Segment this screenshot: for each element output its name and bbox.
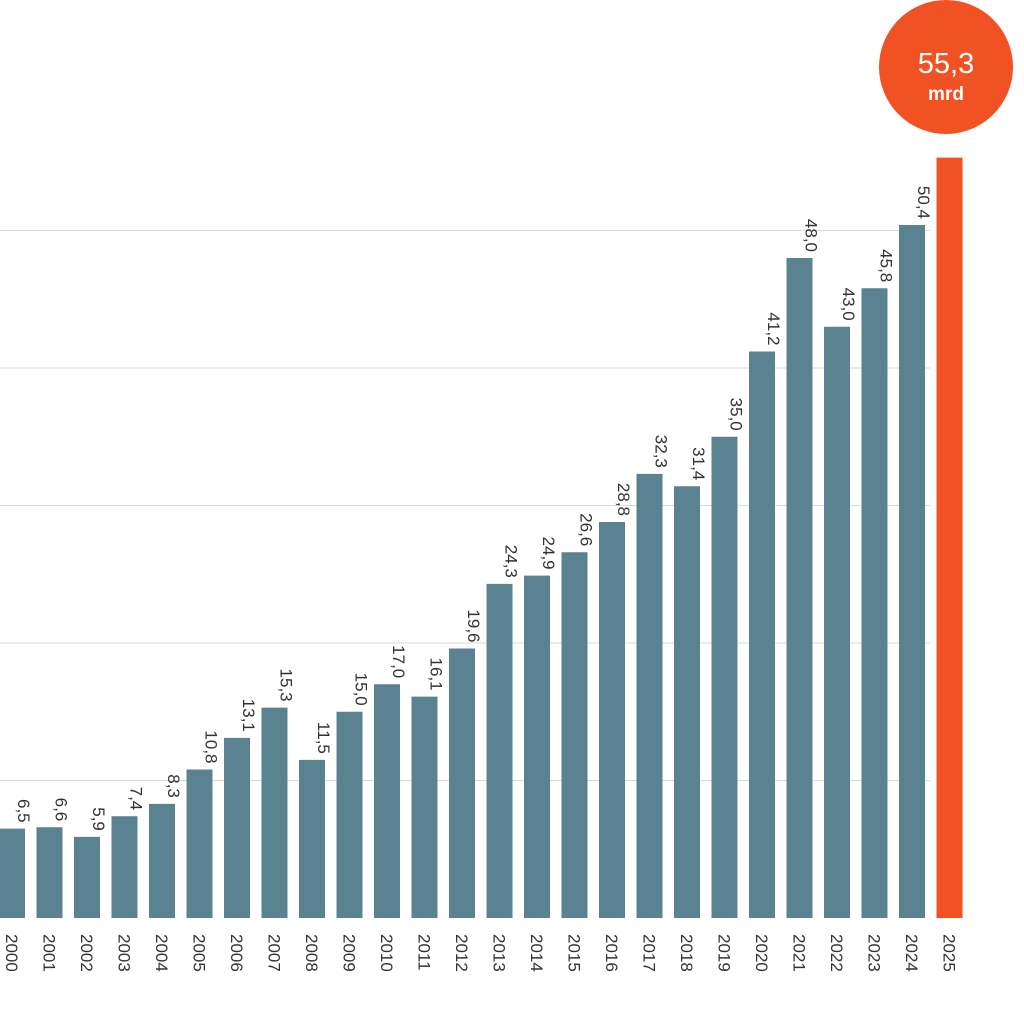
year-label-2020: 2020 <box>752 934 771 972</box>
highlight-badge: 55,3 mrd <box>879 0 1013 134</box>
year-label-2003: 2003 <box>115 934 134 972</box>
bar-2018 <box>674 486 700 918</box>
bar-2009 <box>336 711 363 918</box>
bar-2024 <box>899 225 925 918</box>
year-label-2014: 2014 <box>527 934 546 972</box>
data-label-2013: 24,3 <box>502 545 521 578</box>
year-label-2017: 2017 <box>640 934 659 972</box>
highlight-badge-unit: mrd <box>928 84 964 105</box>
year-label-2000: 2000 <box>2 934 21 972</box>
bar-2007 <box>261 707 288 918</box>
year-label-2015: 2015 <box>565 934 584 972</box>
bar-2023 <box>861 288 888 918</box>
bar-2016 <box>599 522 625 918</box>
data-label-2016: 28,8 <box>614 483 633 516</box>
year-label-2008: 2008 <box>302 934 321 972</box>
bar-2015 <box>561 552 588 918</box>
highlight-badge-value: 55,3 <box>918 48 974 80</box>
year-label-2025: 2025 <box>940 934 959 972</box>
year-label-2011: 2011 <box>415 934 434 971</box>
year-label-2019: 2019 <box>715 934 734 972</box>
bar-2000 <box>0 828 25 918</box>
data-label-2003: 7,4 <box>127 787 146 811</box>
data-labels: 6,5 6,6 5,9 7,4 8,3 10,8 13,1 15,3 11,5 15,0 17,0 1… <box>14 186 933 831</box>
data-label-2010: 17,0 <box>389 645 408 678</box>
bar-2013 <box>486 583 513 918</box>
bar-2005 <box>186 769 213 918</box>
data-label-2015: 26,6 <box>577 513 596 546</box>
year-label-2006: 2006 <box>227 934 246 972</box>
bar-highlight-2025 <box>936 157 963 918</box>
data-label-2002: 5,9 <box>89 807 108 831</box>
data-label-2001: 6,6 <box>52 798 71 822</box>
data-label-2000: 6,5 <box>14 799 33 823</box>
data-label-2007: 15,3 <box>277 669 296 702</box>
bars <box>0 157 963 918</box>
data-label-2009: 15,0 <box>352 673 371 706</box>
data-label-2024: 50,4 <box>914 186 933 219</box>
year-label-2002: 2002 <box>77 934 96 972</box>
data-label-2005: 10,8 <box>202 730 221 763</box>
data-label-2020: 41,2 <box>764 312 783 345</box>
year-label-2021: 2021 <box>790 934 809 972</box>
bar-2004 <box>149 803 175 918</box>
data-label-2019: 35,0 <box>727 398 746 431</box>
data-label-2014: 24,9 <box>539 537 558 570</box>
data-label-2004: 8,3 <box>164 774 183 798</box>
bar-2019 <box>711 436 738 918</box>
year-label-2022: 2022 <box>827 934 846 972</box>
data-label-2008: 11,5 <box>314 722 333 754</box>
data-label-2018: 31,4 <box>689 447 708 480</box>
x-axis-labels: 2000 2001 2002 2003 2004 2005 2006 2007 2008 2009… <box>2 934 959 972</box>
year-label-2023: 2023 <box>865 934 884 972</box>
bar-2001 <box>36 827 63 918</box>
data-label-2021: 48,0 <box>802 219 821 252</box>
year-label-2018: 2018 <box>677 934 696 972</box>
year-label-2007: 2007 <box>265 934 284 972</box>
year-label-2004: 2004 <box>152 934 171 972</box>
bar-2014 <box>524 575 550 918</box>
year-label-2005: 2005 <box>190 934 209 972</box>
data-label-2012: 19,6 <box>464 609 483 642</box>
year-label-2016: 2016 <box>602 934 621 972</box>
bar-2017 <box>636 473 663 918</box>
bar-2008 <box>299 759 325 918</box>
highlight-badge-circle <box>879 0 1013 134</box>
data-label-2006: 13,1 <box>239 699 258 732</box>
bar-2022 <box>824 326 850 918</box>
bar-2003 <box>111 816 138 918</box>
bar-2020 <box>749 351 775 918</box>
year-label-2009: 2009 <box>340 934 359 972</box>
data-label-2011: 16,1 <box>427 658 446 691</box>
year-label-2024: 2024 <box>902 934 921 972</box>
bar-2011 <box>411 696 438 918</box>
data-label-2022: 43,0 <box>839 288 858 321</box>
year-label-2010: 2010 <box>377 934 396 972</box>
data-label-2017: 32,3 <box>652 435 671 468</box>
bar-2010 <box>374 684 400 918</box>
data-label-2023: 45,8 <box>877 249 896 282</box>
year-label-2001: 2001 <box>40 934 59 972</box>
bar-2021 <box>786 258 813 918</box>
bar-2002 <box>74 836 100 918</box>
bar-2006 <box>224 737 250 918</box>
year-label-2012: 2012 <box>452 934 471 972</box>
year-label-2013: 2013 <box>490 934 509 972</box>
bar-2012 <box>449 648 475 918</box>
